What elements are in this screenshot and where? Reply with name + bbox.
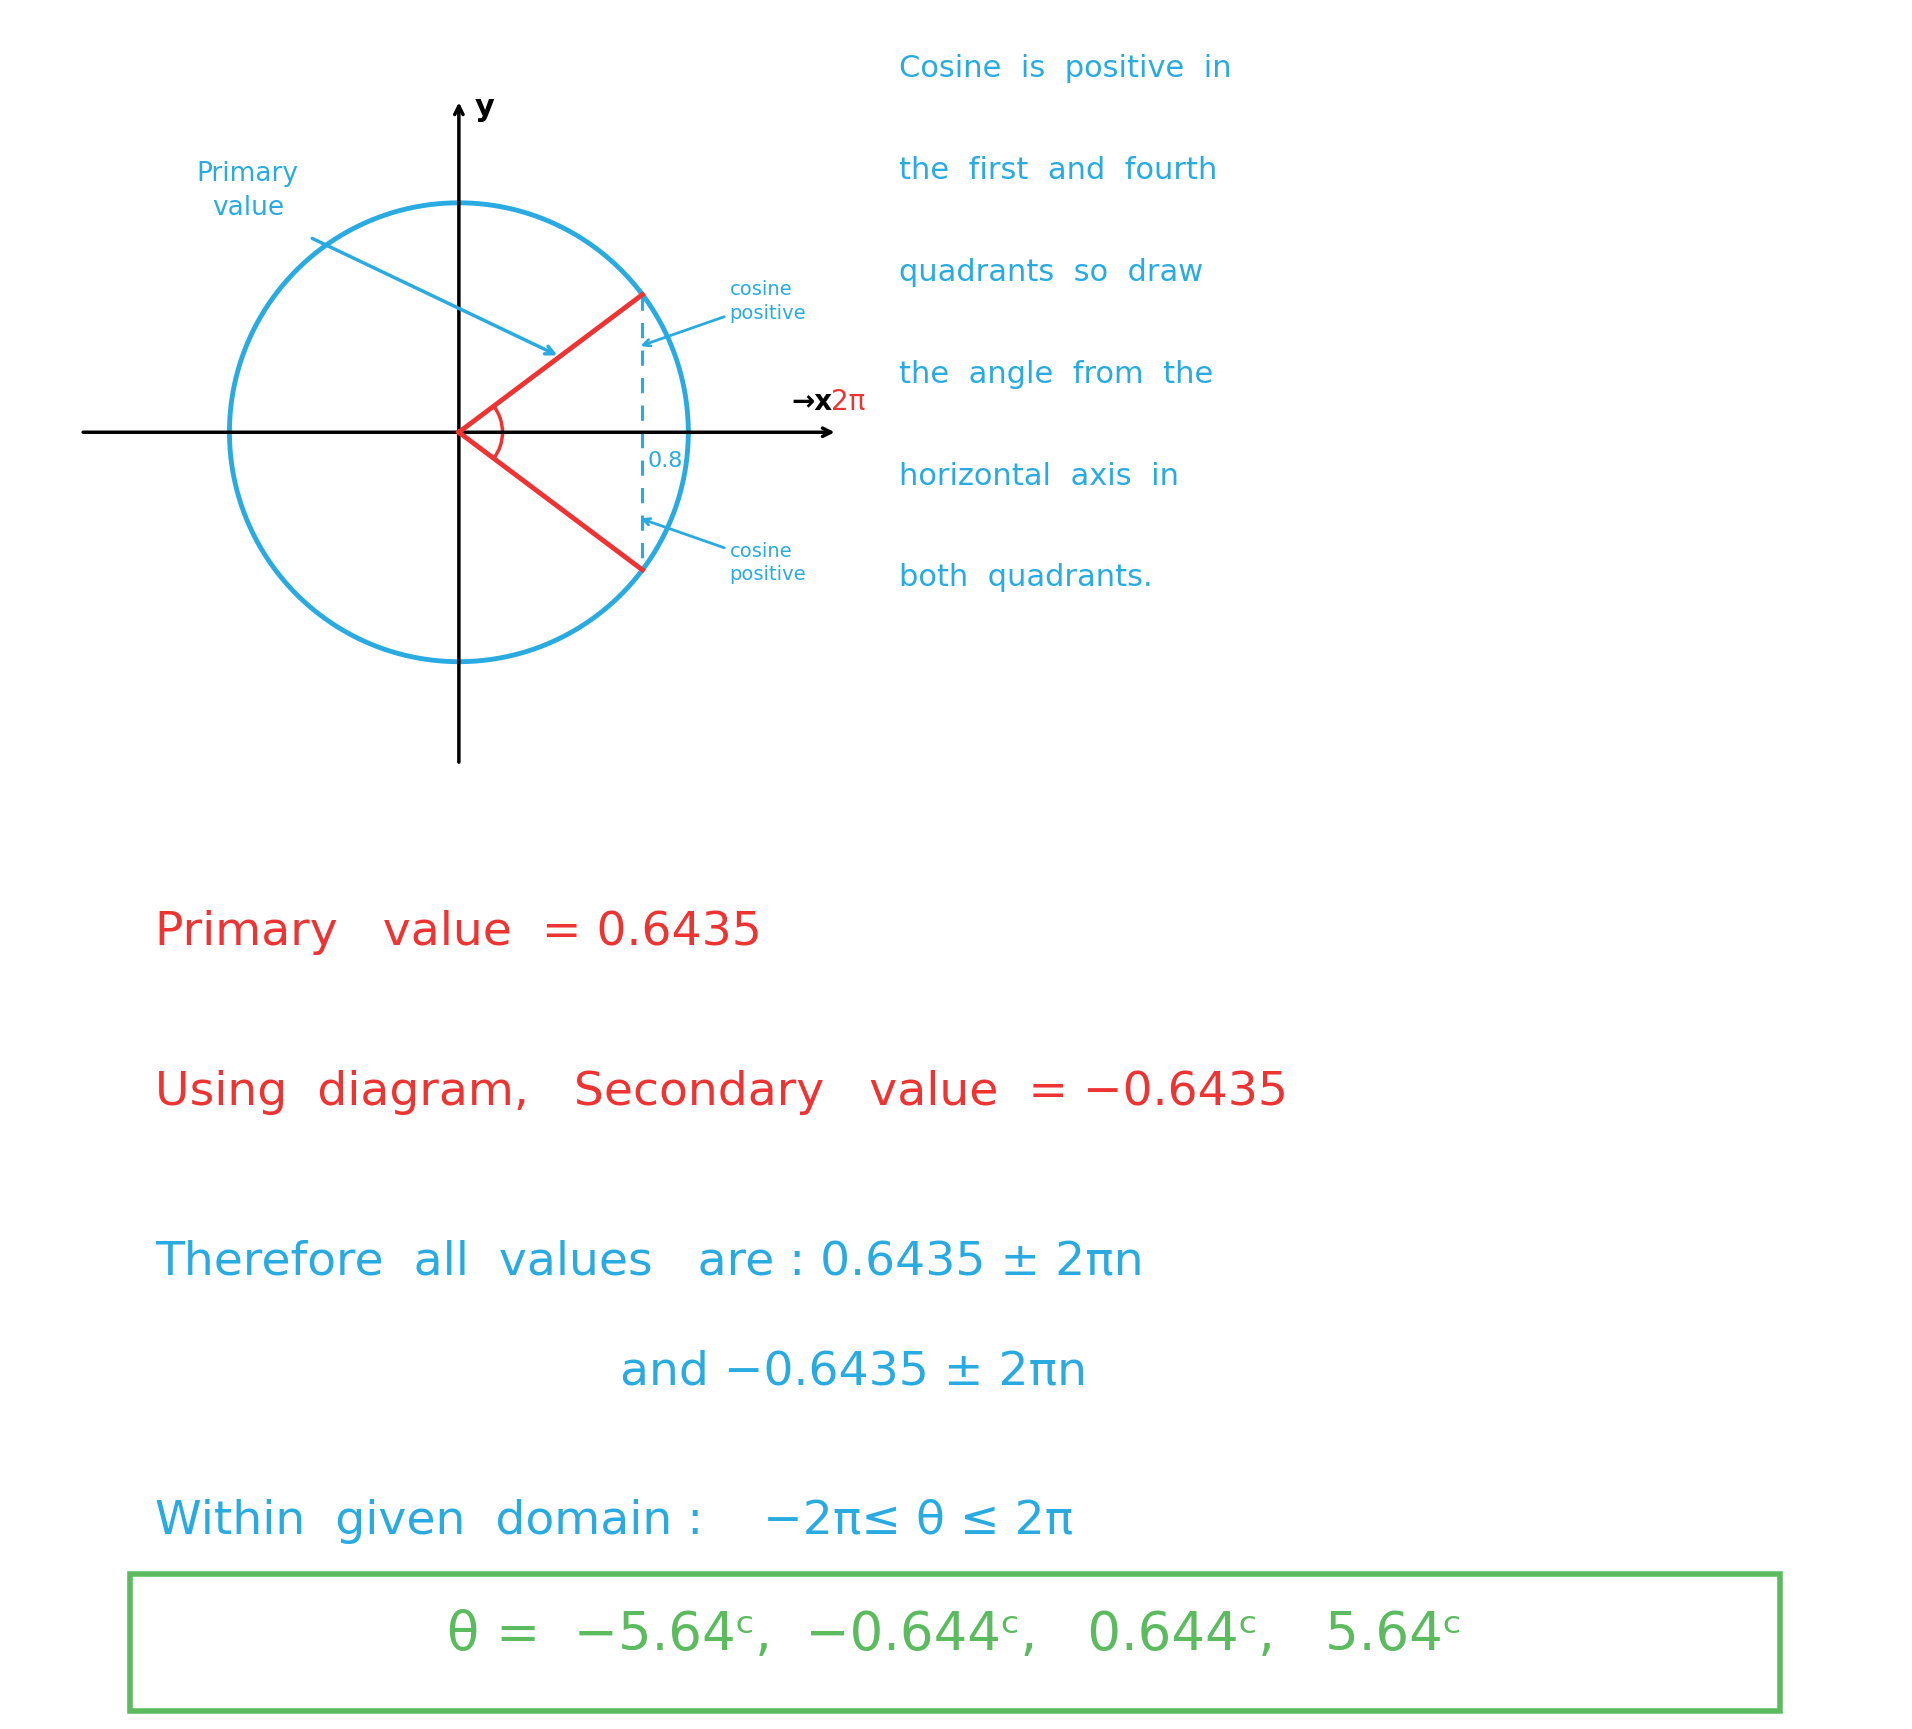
Text: the  angle  from  the: the angle from the — [899, 360, 1212, 389]
Text: →x: →x — [792, 389, 834, 417]
Text: Using  diagram,   Secondary   value  = −0.6435: Using diagram, Secondary value = −0.6435 — [155, 1070, 1289, 1115]
Text: the  first  and  fourth: the first and fourth — [899, 156, 1218, 185]
Text: both  quadrants.: both quadrants. — [899, 564, 1153, 593]
Text: Primary
value: Primary value — [197, 161, 298, 221]
Bar — [130, 1573, 1780, 1712]
Text: θ =  −5.64ᶜ,  −0.644ᶜ,   0.644ᶜ,   5.64ᶜ: θ = −5.64ᶜ, −0.644ᶜ, 0.644ᶜ, 5.64ᶜ — [447, 1608, 1463, 1660]
Text: cosine
positive: cosine positive — [644, 519, 807, 584]
Text: Therefore  all  values   are : 0.6435 ± 2πn: Therefore all values are : 0.6435 ± 2πn — [155, 1240, 1143, 1285]
Text: 0.8: 0.8 — [646, 451, 683, 470]
Text: cosine
positive: cosine positive — [644, 280, 807, 346]
Text: Cosine  is  positive  in: Cosine is positive in — [899, 54, 1231, 83]
Text: y: y — [474, 93, 495, 121]
Text: horizontal  axis  in: horizontal axis in — [899, 462, 1178, 491]
Text: Within  given  domain :    −2π≤ θ ≤ 2π: Within given domain : −2π≤ θ ≤ 2π — [155, 1499, 1073, 1544]
Text: quadrants  so  draw: quadrants so draw — [899, 258, 1203, 287]
Text: 2π: 2π — [830, 389, 864, 417]
Text: and −0.6435 ± 2πn: and −0.6435 ± 2πn — [619, 1349, 1088, 1394]
Text: Primary   value  = 0.6435: Primary value = 0.6435 — [155, 909, 761, 954]
